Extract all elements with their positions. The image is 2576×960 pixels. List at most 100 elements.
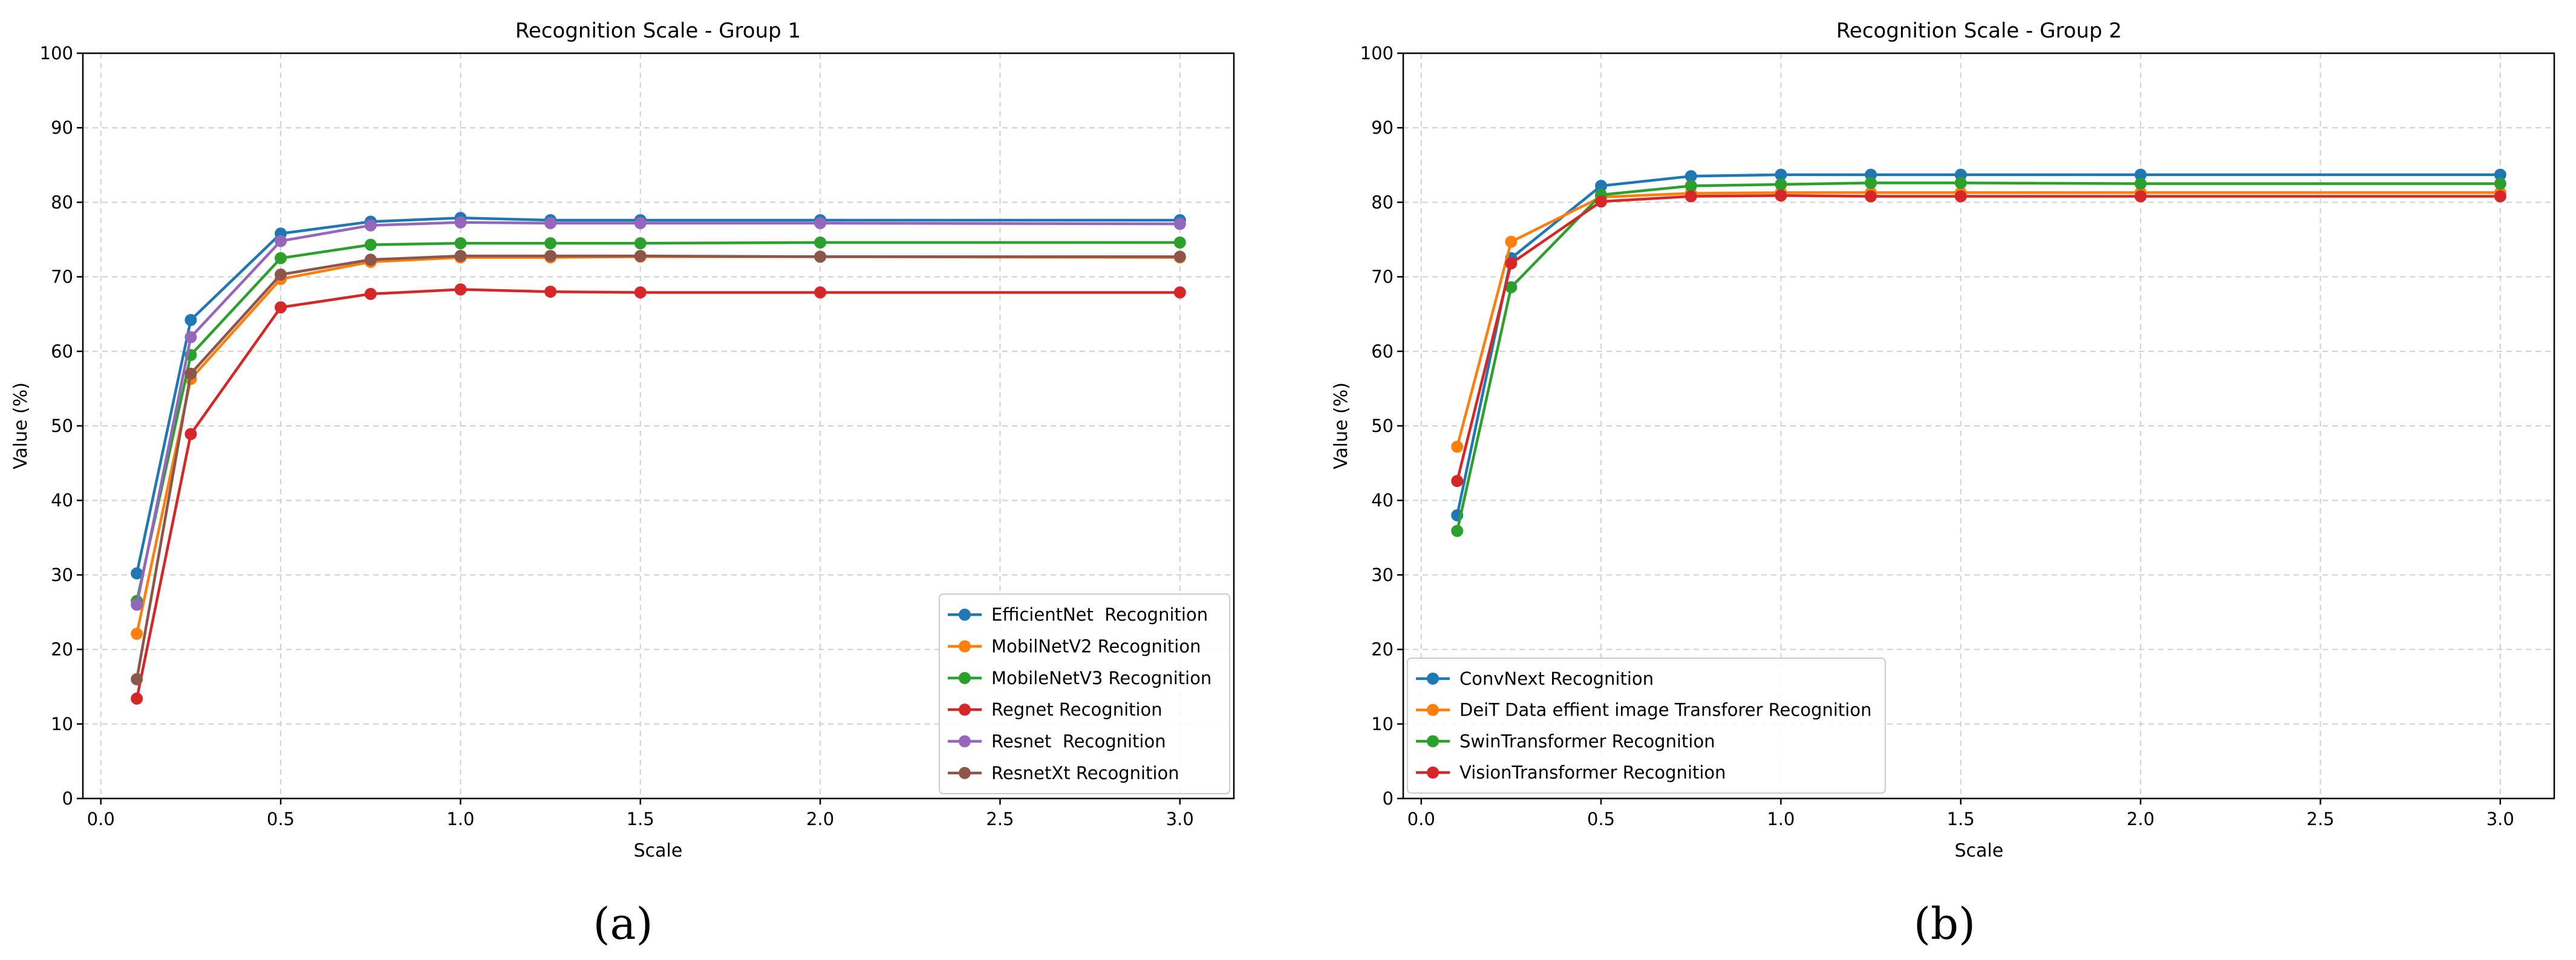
series-4	[131, 216, 1186, 611]
legend-marker	[1427, 672, 1439, 685]
y-axis-label: Value (%)	[10, 382, 31, 469]
data-point	[1865, 190, 1877, 203]
y-tick-label: 10	[51, 714, 73, 734]
legend-label: Regnet Recognition	[991, 699, 1162, 720]
x-tick-label: 3.0	[1166, 809, 1194, 829]
data-point	[634, 237, 647, 250]
data-point	[275, 301, 287, 314]
data-point	[1595, 180, 1608, 192]
data-point	[1505, 281, 1518, 293]
data-point	[275, 268, 287, 281]
y-tick-label: 70	[1371, 267, 1394, 287]
x-tick-label: 0.5	[267, 809, 295, 829]
x-tick-label: 1.0	[1767, 809, 1795, 829]
data-point	[544, 286, 557, 298]
y-tick-label: 0	[1383, 788, 1394, 809]
series-3	[131, 283, 1186, 705]
legend-item: ConvNext Recognition	[1416, 668, 1654, 689]
legend-box	[1407, 658, 1886, 794]
data-point	[1451, 440, 1464, 453]
legend-marker	[959, 609, 971, 621]
data-point	[1173, 236, 1186, 249]
legend-label: EfficientNet Recognition	[991, 604, 1208, 625]
data-point	[1954, 177, 1967, 189]
x-tick-label: 0.0	[87, 809, 115, 829]
data-point	[454, 216, 467, 229]
series-5	[131, 250, 1186, 685]
data-point	[814, 217, 827, 229]
y-tick-label: 20	[1371, 639, 1394, 660]
legend-item: Regnet Recognition	[948, 699, 1162, 720]
data-point	[814, 236, 827, 249]
data-point	[1775, 178, 1787, 191]
data-point	[2494, 168, 2506, 181]
plot-frame	[1402, 52, 2555, 800]
chart-group-1: Recognition Scale - Group 1 0 10 20 30 40 50 6…	[10, 19, 1235, 949]
data-point	[1505, 235, 1518, 248]
x-tick-label: 2.5	[2306, 809, 2334, 829]
legend-label: SwinTransformer Recognition	[1459, 731, 1715, 751]
legend-item: SwinTransformer Recognition	[1416, 731, 1715, 751]
legend-item: DeiT Data effient image Transforer Recog…	[1416, 700, 1872, 720]
legend-marker	[959, 704, 971, 716]
legend-marker	[1427, 735, 1439, 748]
y-tick-label: 60	[51, 341, 73, 362]
data-point	[184, 314, 197, 327]
y-tick-label: 90	[51, 117, 73, 138]
data-point	[1173, 250, 1186, 263]
legend-label: DeiT Data effient image Transforer Recog…	[1459, 700, 1872, 720]
legend-marker	[959, 640, 971, 653]
data-point	[814, 286, 827, 299]
x-axis-label: Scale	[1955, 840, 2004, 861]
data-point	[131, 627, 143, 640]
data-point	[1173, 218, 1186, 230]
data-point	[1505, 257, 1518, 270]
legend-marker	[959, 766, 971, 779]
data-point	[634, 250, 647, 263]
chart-title: Recognition Scale - Group 1	[515, 19, 801, 43]
legend-marker	[1427, 766, 1439, 779]
data-point	[364, 287, 377, 300]
data-point	[364, 219, 377, 232]
data-point	[544, 250, 557, 263]
subfigure-caption: (b)	[1914, 898, 1975, 949]
data-point	[1954, 190, 1967, 203]
chart-title: Recognition Scale - Group 2	[1836, 19, 2122, 43]
y-tick-label: 30	[1371, 564, 1394, 585]
data-point	[454, 283, 467, 296]
data-point	[1684, 190, 1697, 203]
y-tick-label: 10	[1371, 714, 1394, 734]
legend-item: MobileNetV3 Recognition	[948, 668, 1211, 688]
x-tick-label: 3.0	[2486, 809, 2514, 829]
y-tick-label: 50	[51, 416, 73, 436]
legend-label: ConvNext Recognition	[1459, 668, 1654, 689]
y-tick-label: 0	[62, 788, 73, 809]
data-point	[2134, 177, 2147, 190]
y-tick-label: 100	[1360, 43, 1394, 64]
data-point	[1775, 168, 1787, 181]
legend-label: VisionTransformer Recognition	[1459, 762, 1726, 783]
data-point	[1595, 195, 1608, 208]
chart-group-2: Recognition Scale - Group 2 0 10 20 30 40 50 6…	[1331, 19, 2555, 949]
legend-item: Resnet Recognition	[948, 731, 1166, 752]
subfigure-caption: (a)	[593, 898, 653, 949]
data-point	[1173, 286, 1186, 299]
legend-item: EfficientNet Recognition	[948, 604, 1208, 625]
data-point	[275, 235, 287, 247]
data-point	[131, 673, 143, 685]
y-tick-label: 70	[51, 267, 73, 287]
legend-label: MobileNetV3 Recognition	[991, 668, 1211, 688]
legend-label: Resnet Recognition	[991, 731, 1166, 752]
legend-marker	[1427, 704, 1439, 716]
data-point	[2494, 177, 2506, 190]
legend-marker	[959, 735, 971, 748]
data-point	[1865, 177, 1877, 189]
legend-box	[939, 593, 1230, 794]
data-point	[364, 253, 377, 266]
data-point	[454, 250, 467, 263]
legend-label: ResnetXt Recognition	[991, 763, 1179, 783]
x-tick-label: 1.0	[446, 809, 474, 829]
data-point	[1684, 180, 1697, 192]
y-tick-label: 100	[40, 43, 73, 64]
